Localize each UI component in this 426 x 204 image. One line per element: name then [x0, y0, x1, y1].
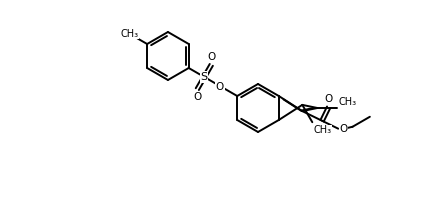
Text: CH₃: CH₃	[313, 125, 331, 135]
Text: O: O	[216, 82, 224, 92]
Text: O: O	[325, 94, 333, 104]
Text: CH₃: CH₃	[338, 97, 357, 107]
Text: S: S	[201, 72, 208, 82]
Text: O: O	[339, 124, 348, 134]
Text: O: O	[207, 52, 216, 62]
Text: CH₃: CH₃	[121, 29, 139, 39]
Text: O: O	[193, 92, 201, 102]
